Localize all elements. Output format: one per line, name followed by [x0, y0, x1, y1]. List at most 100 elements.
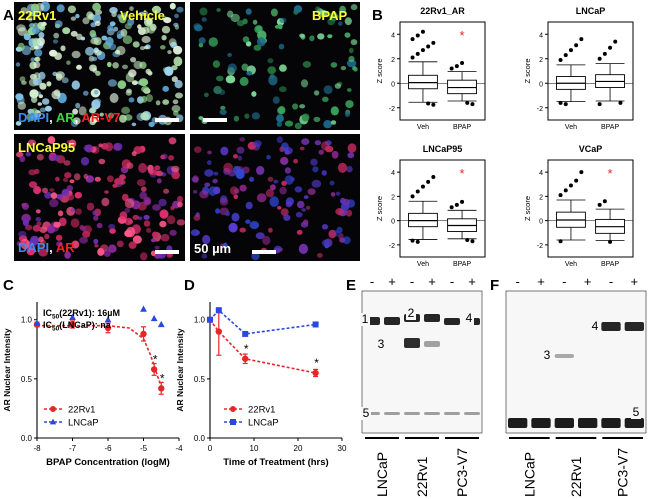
cell-nucleus: [66, 193, 75, 201]
outlier-point: [602, 199, 607, 204]
cell-nucleus: [158, 198, 167, 207]
cell-nucleus: [192, 189, 198, 194]
band-label-bg: [406, 307, 416, 320]
cell-nucleus: [107, 61, 112, 68]
y-tick-label: 2: [539, 194, 543, 201]
cell-nucleus: [127, 18, 135, 26]
cell-nucleus: [28, 181, 38, 189]
x-tick-label: 30: [338, 444, 347, 453]
condition-label-bpap: BPAP: [312, 8, 347, 23]
cell-nucleus: [173, 45, 183, 55]
cell-nucleus: [281, 159, 288, 165]
cell-line-label-lncap95: LNCaP95: [18, 140, 75, 155]
cell-nucleus: [342, 236, 351, 245]
cell-nucleus: [333, 14, 339, 19]
cell-nucleus: [121, 106, 130, 114]
lane-treatment-sign: +: [388, 274, 396, 289]
cell-nucleus: [30, 235, 40, 246]
cell-nucleus: [171, 76, 178, 83]
panel-b-boxplots: 22Rv1_AR -2 0 2 4 Z score Veh BPAP * LNCaP -2 0 2 4 Z …: [375, 6, 634, 268]
cell-nucleus: [82, 17, 90, 25]
cell-nucleus: [36, 221, 42, 226]
cell-nucleus: [83, 90, 89, 96]
panel-c-dose-response: 0.0 0.5 1.0 -8 -7 -6 -5 -4 BPAP Concentration (l…: [2, 302, 183, 468]
cell-nucleus: [276, 121, 282, 127]
outlier-point: [602, 51, 607, 56]
cell-nucleus: [348, 47, 354, 54]
cell-nucleus: [278, 24, 283, 30]
band-label-bg: [376, 338, 386, 351]
cell-nucleus: [346, 59, 357, 68]
cell-nucleus: [323, 120, 332, 129]
cell-nucleus: [267, 176, 274, 182]
cell-nucleus: [212, 178, 218, 184]
cell-nucleus: [159, 220, 167, 228]
y-tick-label: 2: [391, 57, 395, 64]
cell-nucleus: [228, 170, 236, 177]
outlier-point: [558, 57, 563, 62]
cell-nucleus: [253, 44, 262, 51]
x-tick-label: -5: [140, 444, 148, 453]
cell-nucleus: [220, 105, 226, 110]
x-tick-label: BPAP: [453, 261, 471, 268]
cell-nucleus: [79, 236, 88, 244]
x-tick-label: -4: [175, 444, 183, 453]
condition-label-vehicle: Vehicle: [120, 8, 165, 23]
outlier-point: [431, 102, 436, 107]
significance-star: *: [460, 28, 465, 43]
blot-band: [404, 338, 420, 348]
cell-nucleus: [318, 9, 328, 18]
cell-nucleus: [163, 188, 170, 194]
panel-letter-b: B: [372, 7, 383, 24]
cell-nucleus: [168, 38, 177, 47]
cell-nucleus: [152, 204, 161, 211]
cell-nucleus: [159, 209, 169, 219]
cell-nucleus: [318, 149, 325, 155]
box-iqr: [408, 212, 438, 228]
cell-nucleus: [54, 20, 63, 28]
y-tick-label: 4: [391, 170, 395, 177]
outlier-point: [460, 199, 465, 204]
significance-star: *: [160, 371, 165, 385]
lane-group-label-22rv1: 22Rv1: [414, 456, 430, 497]
lane-treatment-sign: -: [370, 274, 374, 289]
data-point: [69, 321, 76, 328]
cell-nucleus: [107, 112, 114, 119]
cell-nucleus: [26, 29, 34, 36]
legend-label: 22Rv1: [68, 405, 95, 416]
cell-nucleus: [118, 14, 127, 24]
cell-nucleus: [63, 177, 69, 182]
cell-nucleus: [284, 167, 291, 174]
y-tick-label: 0.5: [194, 375, 206, 384]
series-22rv1: [206, 307, 319, 378]
cell-nucleus: [145, 68, 152, 75]
scale-bar-label: 50 µm: [194, 241, 231, 256]
outlier-point: [454, 64, 459, 69]
cell-nucleus: [32, 10, 38, 17]
data-point: [157, 320, 165, 328]
cell-nucleus: [329, 11, 339, 22]
cell-nucleus: [52, 39, 59, 44]
outlier-point: [415, 239, 420, 244]
cell-nucleus: [98, 143, 103, 148]
cell-nucleus: [33, 72, 41, 80]
cell-nucleus: [140, 112, 149, 121]
cell-nucleus: [270, 184, 276, 191]
cell-nucleus: [76, 64, 82, 70]
data-point: [140, 305, 147, 312]
cell-nucleus: [177, 195, 183, 203]
cell-nucleus: [36, 153, 44, 161]
outlier-point: [410, 37, 415, 42]
cell-nucleus: [44, 191, 52, 199]
cell-nucleus: [256, 193, 267, 203]
cell-nucleus: [83, 173, 89, 179]
cell-nucleus: [128, 69, 137, 78]
x-tick-label: BPAP: [453, 124, 471, 131]
cell-nucleus: [285, 201, 293, 208]
cell-nucleus: [233, 154, 238, 159]
cell-nucleus: [44, 105, 52, 112]
cell-nucleus: [28, 169, 37, 176]
cell-nucleus: [38, 248, 48, 257]
cell-nucleus: [277, 205, 282, 210]
cell-nucleus: [33, 45, 39, 50]
